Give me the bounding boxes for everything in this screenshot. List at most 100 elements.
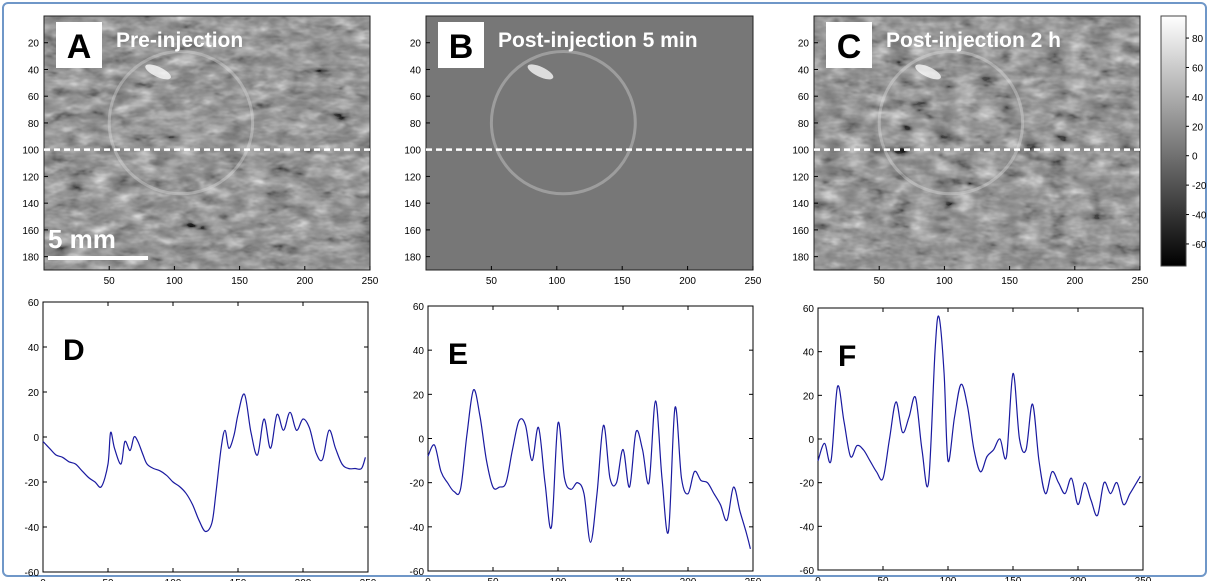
y-tick-label: 140	[22, 199, 39, 210]
panel-letter: F	[838, 340, 856, 373]
y-tick-label: 80	[798, 119, 810, 130]
y-tick-label: 60	[28, 92, 40, 103]
x-tick-label: 100	[550, 577, 567, 581]
image-border	[813, 15, 1141, 271]
y-tick-label: 140	[404, 199, 421, 210]
colorbar-tick-label: 40	[1192, 93, 1204, 104]
vessel-ring	[107, 50, 255, 196]
x-tick-label: 0	[40, 578, 46, 581]
y-tick-label: 40	[413, 346, 425, 357]
x-tick-label: 150	[1001, 276, 1018, 287]
y-tick-label: -20	[410, 479, 425, 490]
y-tick-label: 60	[413, 302, 425, 313]
y-tick-label: 60	[803, 304, 815, 315]
panel-letter: D	[63, 334, 85, 367]
x-tick-label: 200	[680, 577, 697, 581]
x-tick-label: 250	[1135, 576, 1152, 581]
image-border	[425, 15, 754, 271]
y-tick-label: 120	[404, 172, 421, 183]
y-tick-label: 80	[28, 119, 40, 130]
y-tick-label: 60	[410, 92, 422, 103]
panel-letter: B	[449, 28, 474, 66]
y-tick-label: 160	[22, 226, 39, 237]
y-tick-label: 40	[28, 343, 40, 354]
x-tick-label: 250	[362, 276, 379, 287]
plot-frame	[817, 307, 1144, 571]
x-tick-label: 50	[874, 276, 886, 287]
x-tick-label: 50	[486, 276, 498, 287]
x-tick-label: 50	[104, 276, 116, 287]
y-tick-label: -40	[410, 523, 425, 534]
y-tick-label: 40	[28, 65, 40, 76]
panel-letter-box	[826, 22, 872, 68]
y-tick-label: 40	[803, 348, 815, 359]
plot-frame	[427, 305, 754, 572]
x-tick-label: 50	[487, 577, 499, 581]
colorbar-bar	[1160, 15, 1187, 267]
colorbar-tick-label: 0	[1192, 152, 1198, 163]
y-tick-label: 100	[22, 146, 39, 157]
x-tick-label: 200	[679, 276, 696, 287]
x-tick-label: 100	[940, 576, 957, 581]
panel-letter: E	[448, 338, 468, 371]
x-tick-label: 250	[745, 577, 762, 581]
y-tick-label: 180	[22, 253, 39, 264]
panel-title: Pre-injection	[116, 29, 243, 52]
x-tick-label: 150	[231, 276, 248, 287]
colorbar: 80 60 40 20 0 -20 -40 -60	[1160, 15, 1207, 267]
x-tick-label: 200	[1066, 276, 1083, 287]
x-tick-label: 100	[936, 276, 953, 287]
x-tick-label: 50	[877, 576, 889, 581]
y-tick-label: 60	[798, 92, 810, 103]
panel-letter: C	[837, 28, 862, 66]
y-tick-label: 20	[798, 39, 810, 50]
y-tick-label: 20	[803, 391, 815, 402]
x-tick-label: 100	[548, 276, 565, 287]
panel-letter-box	[56, 22, 102, 68]
x-tick-label: 250	[745, 276, 762, 287]
colorbar-tick-label: -40	[1192, 211, 1207, 222]
panel-letter-box	[438, 22, 484, 68]
y-tick-label: -60	[25, 568, 40, 579]
y-tick-label: -60	[410, 567, 425, 578]
y-tick-label: 120	[792, 172, 809, 183]
x-tick-label: 50	[102, 578, 114, 581]
x-tick-label: 150	[1005, 576, 1022, 581]
y-tick-label: -20	[800, 479, 815, 490]
colorbar-tick-label: -20	[1192, 181, 1207, 192]
y-tick-label: 180	[792, 253, 809, 264]
x-tick-label: 200	[296, 276, 313, 287]
y-tick-label: 20	[413, 390, 425, 401]
image-panel-c: 20 40 60 80 100 120 140 160 180 50 100 150 200 250 C Po…	[792, 15, 1149, 287]
x-tick-label: 250	[1132, 276, 1149, 287]
y-tick-label: 0	[33, 433, 39, 444]
scalebar	[48, 256, 148, 260]
y-tick-label: 120	[22, 172, 39, 183]
x-tick-label: 100	[165, 578, 182, 581]
series-line	[42, 393, 366, 533]
scalebar-label: 5 mm	[48, 224, 116, 254]
colorbar-tick-label: 60	[1192, 63, 1204, 74]
image-border	[43, 15, 371, 271]
y-tick-label: 100	[792, 146, 809, 157]
image-panel-a: 20 40 60 80 100 120 140 160 180 50 100 150 200 250 A Pr…	[22, 15, 379, 287]
image-panel-b: 20 40 60 80 100 120 140 160 180 50 100 150 200 250 B Po…	[404, 15, 762, 287]
x-tick-label: 150	[230, 578, 247, 581]
y-tick-label: 160	[404, 226, 421, 237]
panel-title: Post-injection 2 h	[886, 29, 1061, 52]
y-tick-label: 40	[410, 65, 422, 76]
panel-title: Post-injection 5 min	[498, 29, 698, 52]
x-tick-label: 0	[425, 577, 431, 581]
x-tick-label: 150	[615, 577, 632, 581]
x-tick-label: 250	[360, 578, 377, 581]
x-tick-label: 200	[1070, 576, 1087, 581]
series-line	[427, 389, 751, 550]
y-tick-label: 160	[792, 226, 809, 237]
y-tick-label: 100	[404, 146, 421, 157]
plot-frame	[42, 301, 369, 573]
y-tick-label: 60	[28, 298, 40, 309]
y-tick-label: 140	[792, 199, 809, 210]
y-tick-label: -60	[800, 566, 815, 577]
